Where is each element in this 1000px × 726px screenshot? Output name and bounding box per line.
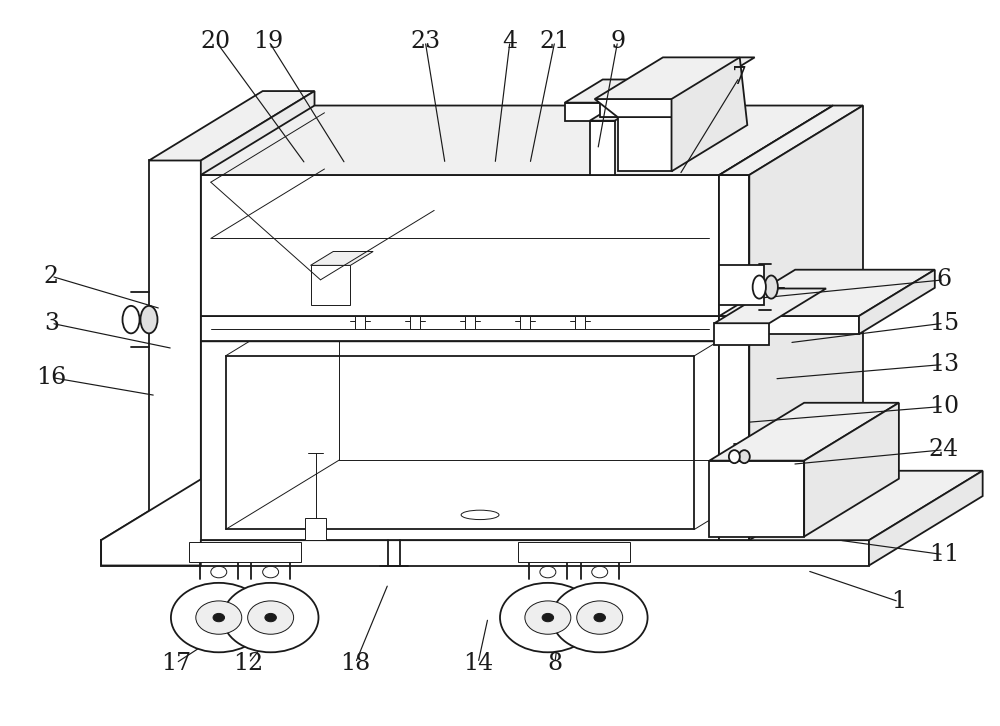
Text: 15: 15 [929,311,959,335]
Bar [575,316,585,329]
Polygon shape [719,105,863,175]
Circle shape [171,583,267,652]
Ellipse shape [739,450,750,463]
Ellipse shape [123,306,140,333]
Polygon shape [201,247,833,316]
Polygon shape [719,272,833,540]
Polygon shape [672,57,747,171]
Circle shape [213,613,225,621]
Bar [410,316,420,329]
Polygon shape [719,175,749,540]
Text: 14: 14 [463,652,493,674]
Polygon shape [201,272,833,341]
Polygon shape [311,266,350,305]
Polygon shape [149,160,201,540]
Polygon shape [201,105,833,175]
Bar [465,316,475,329]
Polygon shape [804,403,899,537]
Text: 13: 13 [929,353,959,376]
Circle shape [552,583,648,652]
Text: 19: 19 [254,30,284,53]
Text: 23: 23 [410,30,440,53]
Polygon shape [201,91,315,540]
Circle shape [542,613,554,621]
Circle shape [223,583,319,652]
Circle shape [265,613,276,621]
Polygon shape [518,542,630,562]
Circle shape [577,601,623,635]
Polygon shape [189,542,301,562]
Polygon shape [719,105,833,316]
Text: 17: 17 [161,652,191,674]
Polygon shape [618,117,672,171]
Polygon shape [749,105,863,540]
Polygon shape [595,57,755,99]
Circle shape [525,601,571,635]
Bar [355,316,365,329]
Ellipse shape [753,275,766,298]
Text: 8: 8 [547,652,562,674]
Polygon shape [869,470,983,566]
Text: 3: 3 [44,311,59,335]
Text: 24: 24 [929,439,959,461]
Text: 9: 9 [610,30,625,53]
Circle shape [248,601,294,635]
Text: 16: 16 [36,366,66,389]
Polygon shape [709,460,804,537]
Text: 18: 18 [340,652,371,674]
Polygon shape [565,102,615,121]
Text: 1: 1 [891,590,906,613]
Polygon shape [101,470,983,540]
Polygon shape [600,99,681,117]
Polygon shape [719,266,764,305]
Polygon shape [201,175,719,316]
Text: 4: 4 [502,30,518,53]
Polygon shape [709,403,899,460]
Polygon shape [101,470,315,566]
Text: 10: 10 [929,395,959,418]
Polygon shape [859,269,935,334]
Polygon shape [101,540,869,566]
Circle shape [500,583,596,652]
Polygon shape [590,86,672,121]
Text: 6: 6 [936,269,951,291]
Text: 12: 12 [234,652,264,674]
Text: 21: 21 [540,30,570,53]
Polygon shape [149,91,315,160]
Text: 20: 20 [201,30,231,53]
Polygon shape [719,269,935,316]
Polygon shape [201,316,719,341]
Ellipse shape [729,450,740,463]
Ellipse shape [140,306,158,333]
Polygon shape [714,323,769,345]
Polygon shape [595,99,686,117]
Polygon shape [719,316,859,334]
Text: 2: 2 [44,265,59,287]
Text: 7: 7 [732,66,747,89]
Bar [520,316,530,329]
Polygon shape [565,79,653,102]
Ellipse shape [765,275,778,298]
Circle shape [594,613,605,621]
Polygon shape [201,341,719,540]
Polygon shape [305,518,326,540]
Polygon shape [714,288,826,323]
Polygon shape [590,121,615,175]
Text: 11: 11 [929,543,959,566]
Polygon shape [311,251,373,266]
Circle shape [196,601,242,635]
